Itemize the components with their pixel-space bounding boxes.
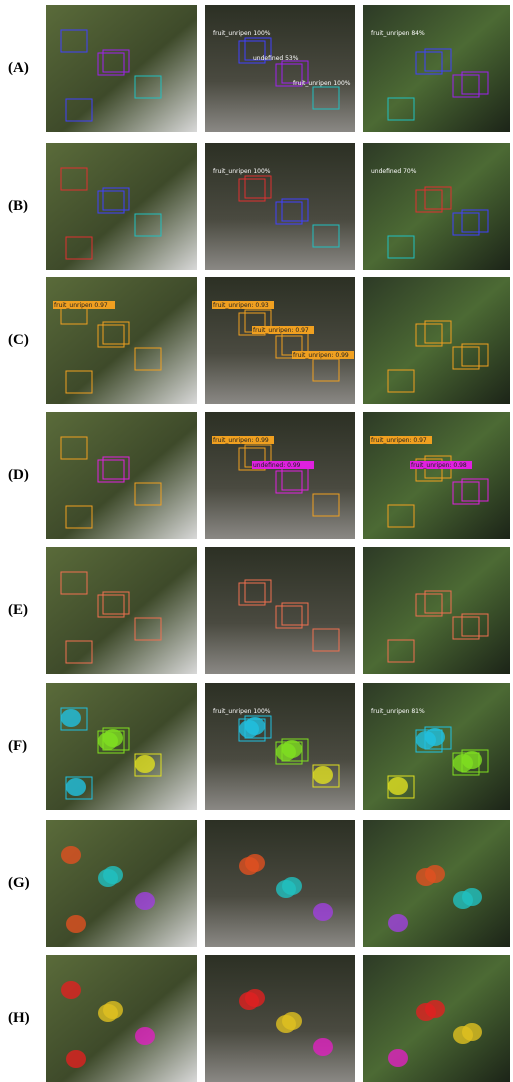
photo: [363, 955, 510, 1082]
image-panel: [46, 412, 197, 539]
row-label: (G): [8, 875, 30, 891]
photo: [46, 277, 197, 404]
mask: [462, 1023, 482, 1041]
image-panel: fruit_unripen 0.97: [46, 277, 197, 404]
image-panel: [205, 547, 355, 674]
photo: [205, 412, 355, 539]
image-panel: fruit_unripen 81%: [363, 683, 510, 810]
mask: [245, 854, 265, 872]
annotation: fruit_unripen: 0.97: [253, 327, 309, 334]
photo: [46, 5, 197, 132]
mask: [103, 729, 123, 747]
mask: [66, 1050, 86, 1068]
annotation: fruit_unripen 100%: [293, 80, 351, 87]
mask: [425, 728, 445, 746]
annotation: fruit_unripen 81%: [371, 708, 425, 715]
mask: [103, 866, 123, 884]
row-label: (D): [8, 467, 29, 483]
mask: [425, 865, 445, 883]
row-label: (H): [8, 1010, 30, 1026]
image-panel: [46, 820, 197, 947]
annotation: undefined: 0.99: [253, 462, 301, 469]
mask: [462, 888, 482, 906]
photo: [205, 5, 355, 132]
annotation: fruit_unripen 100%: [213, 30, 271, 37]
photo: [363, 412, 510, 539]
mask: [135, 755, 155, 773]
image-panel: [46, 547, 197, 674]
image-panel: [363, 820, 510, 947]
image-panel: [46, 955, 197, 1082]
photo: [363, 143, 510, 270]
row-label: (E): [8, 602, 28, 618]
photo: [46, 143, 197, 270]
photo: [205, 547, 355, 674]
mask: [388, 914, 408, 932]
mask: [61, 981, 81, 999]
row-label: (A): [8, 60, 29, 76]
mask: [66, 778, 86, 796]
mask: [313, 1038, 333, 1056]
annotation: fruit_unripen 100%: [213, 168, 271, 175]
annotation: fruit_unripen: 0.98: [411, 462, 467, 469]
figure: (A)fruit_unripen 100%undefined 53%fruit_…: [0, 0, 513, 1082]
photo: [363, 277, 510, 404]
annotation: fruit_unripen 0.97: [54, 302, 108, 309]
row-label: (C): [8, 332, 29, 348]
mask: [388, 777, 408, 795]
image-panel: [363, 277, 510, 404]
annotation: fruit_unripen: 0.93: [213, 302, 269, 309]
image-panel: fruit_unripen: 0.93 fruit_unripen: 0.97 fr…: [205, 277, 355, 404]
mask: [462, 751, 482, 769]
mask: [388, 1049, 408, 1067]
mask: [103, 1001, 123, 1019]
image-panel: [363, 547, 510, 674]
image-panel: [205, 820, 355, 947]
image-panel: fruit_unripen 100% undefined 53% fruit_unr…: [205, 5, 355, 132]
image-panel: fruit_unripen: 0.97 fruit_unripen: 0.98: [363, 412, 510, 539]
annotation: undefined 70%: [371, 168, 417, 175]
mask: [425, 1000, 445, 1018]
photo: [363, 547, 510, 674]
photo: [205, 143, 355, 270]
annotation: undefined 53%: [253, 55, 299, 62]
image-panel: [46, 5, 197, 132]
mask: [313, 766, 333, 784]
mask: [61, 709, 81, 727]
mask: [282, 1012, 302, 1030]
mask: [66, 915, 86, 933]
mask: [135, 1027, 155, 1045]
mask: [282, 877, 302, 895]
annotation: fruit_unripen: 0.99: [213, 437, 269, 444]
annotation: fruit_unripen 84%: [371, 30, 425, 37]
image-panel: undefined 70%: [363, 143, 510, 270]
image-panel: [46, 143, 197, 270]
image-panel: [363, 955, 510, 1082]
photo: [205, 277, 355, 404]
image-panel: fruit_unripen: 0.99 undefined: 0.99: [205, 412, 355, 539]
photo: [46, 412, 197, 539]
annotation: fruit_unripen 100%: [213, 708, 271, 715]
row-label: (B): [8, 198, 28, 214]
mask: [245, 989, 265, 1007]
annotation: fruit_unripen: 0.99: [293, 352, 349, 359]
image-panel: [205, 955, 355, 1082]
mask: [135, 892, 155, 910]
annotation: fruit_unripen: 0.97: [371, 437, 427, 444]
mask: [313, 903, 333, 921]
photo: [363, 683, 510, 810]
image-panel: fruit_unripen 84%: [363, 5, 510, 132]
image-panel: [46, 683, 197, 810]
image-panel: fruit_unripen 100%: [205, 143, 355, 270]
mask: [61, 846, 81, 864]
photo: [363, 820, 510, 947]
row-label: (F): [8, 738, 27, 754]
photo: [363, 5, 510, 132]
mask: [245, 717, 265, 735]
photo: [46, 547, 197, 674]
mask: [282, 740, 302, 758]
image-panel: fruit_unripen 100%: [205, 683, 355, 810]
